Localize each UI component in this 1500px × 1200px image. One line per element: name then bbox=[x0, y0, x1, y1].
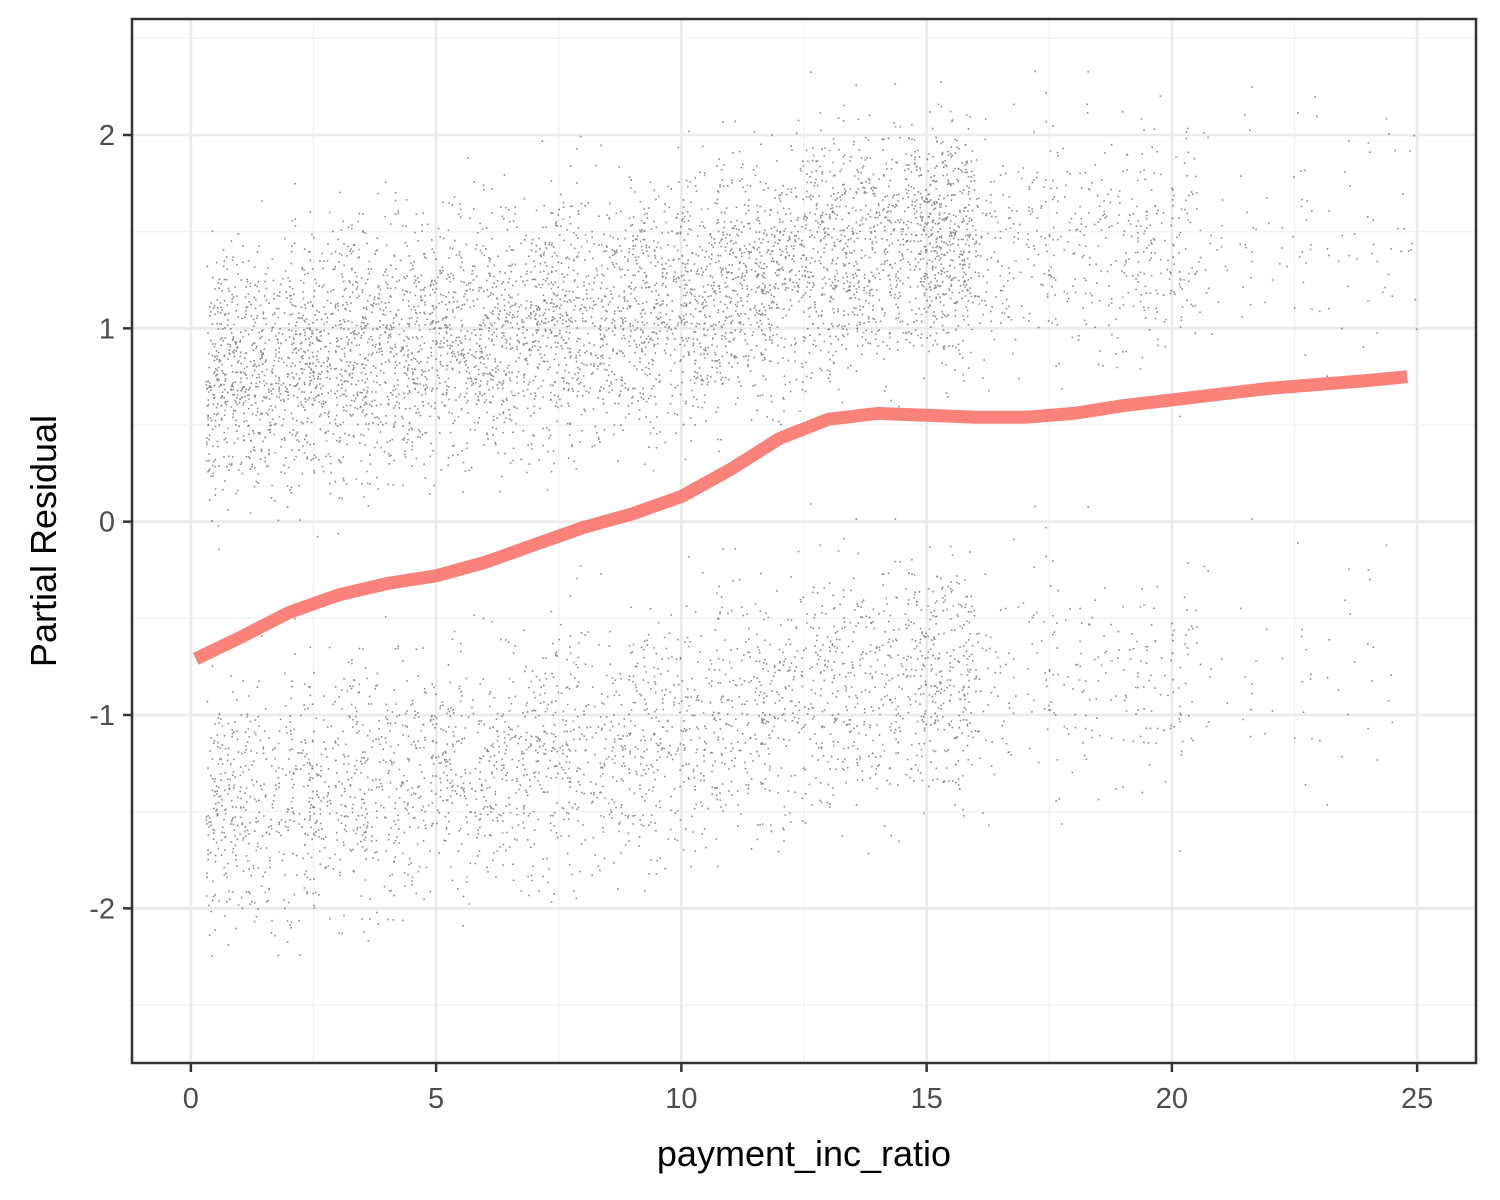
smooth-line bbox=[192, 370, 1408, 665]
panel-border bbox=[130, 17, 1478, 1065]
y-tick-label: 2 bbox=[99, 120, 115, 152]
y-tick-label: -2 bbox=[89, 893, 115, 925]
x-tick-label: 10 bbox=[665, 1083, 697, 1115]
grid bbox=[132, 19, 1476, 1063]
smooth-line-layer bbox=[192, 370, 1408, 665]
x-tick-label: 5 bbox=[428, 1083, 444, 1115]
y-axis-title: Partial Residual bbox=[23, 415, 64, 667]
y-axis-ticks: -2 -1 0 1 2 bbox=[89, 120, 132, 925]
y-tick-label: 0 bbox=[99, 507, 115, 539]
scatter-point-cloud bbox=[205, 70, 1418, 957]
x-tick-label: 15 bbox=[910, 1083, 942, 1115]
y-tick-label: -1 bbox=[89, 700, 115, 732]
x-tick-label: 0 bbox=[183, 1083, 199, 1115]
x-axis-ticks: 0 5 10 15 20 25 bbox=[183, 1063, 1433, 1115]
x-axis-title: payment_inc_ratio bbox=[657, 1133, 951, 1174]
y-tick-label: 1 bbox=[99, 313, 115, 345]
x-tick-label: 20 bbox=[1156, 1083, 1188, 1115]
scatter-points bbox=[205, 70, 1418, 957]
x-tick-label: 25 bbox=[1401, 1083, 1433, 1115]
